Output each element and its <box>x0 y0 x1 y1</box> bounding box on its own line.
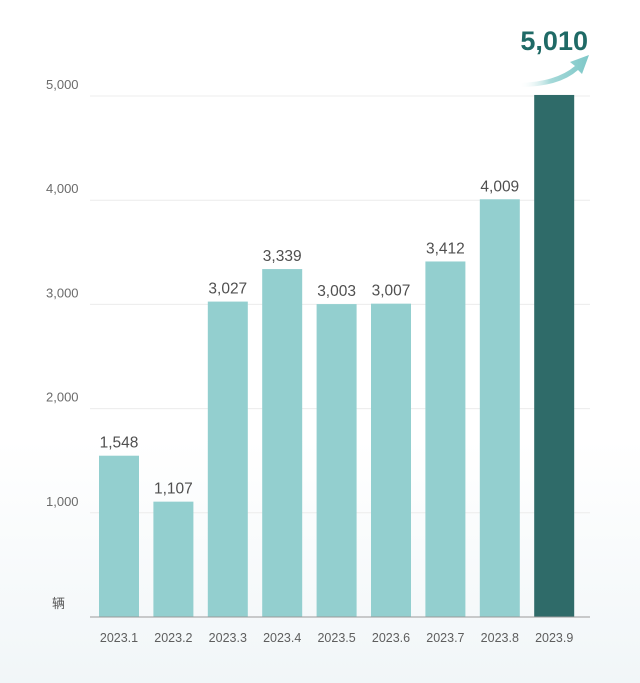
bar-value-label: 3,003 <box>317 283 356 300</box>
bar <box>316 304 357 617</box>
bar-value-label: 1,107 <box>154 481 193 498</box>
y-tick-label: 1,000 <box>46 494 79 509</box>
x-tick-label: 2023.8 <box>481 631 519 645</box>
bar-value-label: 3,027 <box>208 281 247 298</box>
bar <box>153 501 194 617</box>
y-tick-label: 3,000 <box>46 285 79 300</box>
y-tick-label: 5,000 <box>46 77 79 92</box>
x-tick-label: 2023.7 <box>426 631 464 645</box>
y-tick-label: 2,000 <box>46 390 79 405</box>
bar-value-label: 1,548 <box>100 435 139 452</box>
y-tick-label: 4,000 <box>46 181 79 196</box>
bar <box>207 301 248 617</box>
bar <box>99 455 139 617</box>
x-tick-label: 2023.3 <box>209 631 247 645</box>
x-tick-label: 2023.9 <box>535 631 573 645</box>
highlight-value-label: 5,010 <box>520 26 588 56</box>
bar <box>425 261 466 617</box>
x-tick-label: 2023.4 <box>263 631 301 645</box>
growth-arrow-icon <box>519 55 589 87</box>
bar <box>479 199 520 617</box>
x-tick-label: 2023.6 <box>372 631 410 645</box>
bar-highlight <box>534 94 575 617</box>
x-tick-label: 2023.1 <box>100 631 138 645</box>
bar-value-label: 3,412 <box>426 240 465 257</box>
bar-value-label: 3,339 <box>263 248 302 265</box>
unit-label: 辆 <box>52 596 65 611</box>
bar <box>371 303 411 617</box>
x-tick-label: 2023.2 <box>154 631 192 645</box>
bar <box>262 269 303 617</box>
bar-value-label: 4,009 <box>480 178 519 195</box>
x-tick-label: 2023.5 <box>317 631 355 645</box>
bar-value-label: 3,007 <box>372 283 411 300</box>
